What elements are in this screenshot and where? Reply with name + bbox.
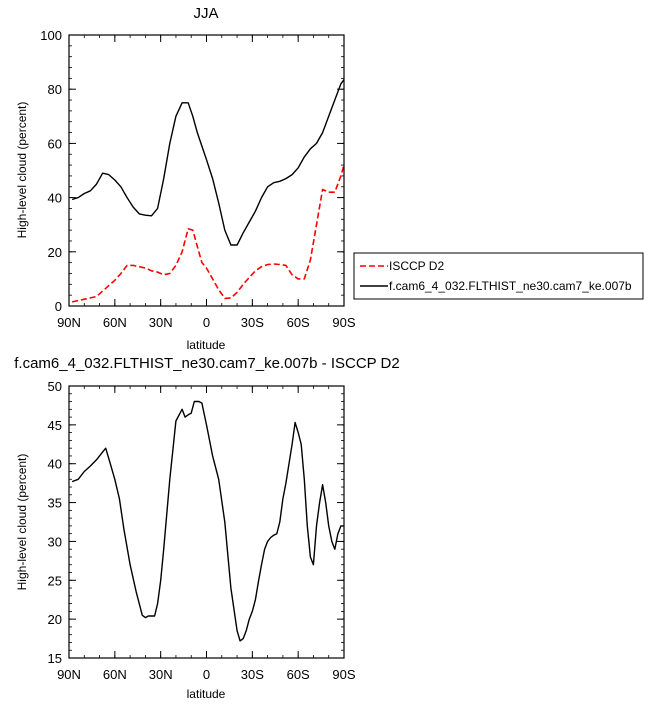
bottom-y-tick-label: 35 bbox=[48, 496, 62, 511]
bottom-y-tick-label: 45 bbox=[48, 418, 62, 433]
top-y-tick-label: 0 bbox=[55, 299, 62, 314]
top-chart-title: JJA bbox=[193, 5, 218, 22]
legend-isccp-label: ISCCP D2 bbox=[389, 259, 444, 273]
top-y-tick-label: 100 bbox=[40, 28, 62, 43]
isccp-series-line bbox=[71, 164, 345, 303]
bottom-y-tick-label: 20 bbox=[48, 612, 62, 627]
bottom-x-tick-label: 60N bbox=[103, 667, 127, 682]
plot-layer: 90N 60N 30N 0 30S 60S 90S 0 20 40 60 80 100 90N 60N 30N… bbox=[40, 28, 356, 682]
bottom-x-tick-label: 90N bbox=[57, 667, 81, 682]
bottom-chart-ylabel: High-level cloud (percent) bbox=[15, 454, 29, 591]
bottom-x-tick-label: 30S bbox=[241, 667, 264, 682]
top-y-tick-label: 60 bbox=[48, 136, 62, 151]
bottom-y-tick-label: 25 bbox=[48, 573, 62, 588]
top-x-tick-label: 30S bbox=[241, 315, 264, 330]
top-y-tick-label: 40 bbox=[48, 191, 62, 206]
model-series-line bbox=[71, 79, 345, 246]
bottom-y-tick-label: 15 bbox=[48, 651, 62, 666]
bottom-x-tick-label: 30N bbox=[149, 667, 173, 682]
top-chart-xlabel: latitude bbox=[187, 338, 226, 352]
legend-box bbox=[353, 252, 644, 300]
top-x-tick-label: 0 bbox=[203, 315, 210, 330]
bottom-x-tick-label: 0 bbox=[203, 667, 210, 682]
top-plot-frame bbox=[68, 34, 345, 307]
bottom-y-tick-label: 50 bbox=[48, 379, 62, 394]
bottom-chart-title: f.cam6_4_032.FLTHIST_ne30.cam7_ke.007b -… bbox=[14, 355, 399, 372]
top-chart-ylabel: High-level cloud (percent) bbox=[15, 102, 29, 239]
bottom-x-tick-label: 60S bbox=[287, 667, 310, 682]
difference-series-line bbox=[71, 400, 344, 642]
bottom-x-tick-label: 90S bbox=[332, 667, 355, 682]
bottom-y-tick-label: 30 bbox=[48, 534, 62, 549]
top-x-tick-label: 60S bbox=[287, 315, 310, 330]
top-x-tick-label: 90N bbox=[57, 315, 81, 330]
top-y-tick-label: 20 bbox=[48, 245, 62, 260]
bottom-y-tick-label: 40 bbox=[48, 457, 62, 472]
top-x-tick-label: 90S bbox=[332, 315, 355, 330]
top-x-tick-label: 60N bbox=[103, 315, 127, 330]
legend-model-label: f.cam6_4_032.FLTHIST_ne30.cam7_ke.007b bbox=[389, 279, 632, 293]
top-x-tick-label: 30N bbox=[149, 315, 173, 330]
bottom-plot-frame bbox=[68, 385, 345, 659]
bottom-chart-xlabel: latitude bbox=[187, 687, 226, 701]
top-y-tick-label: 80 bbox=[48, 82, 62, 97]
